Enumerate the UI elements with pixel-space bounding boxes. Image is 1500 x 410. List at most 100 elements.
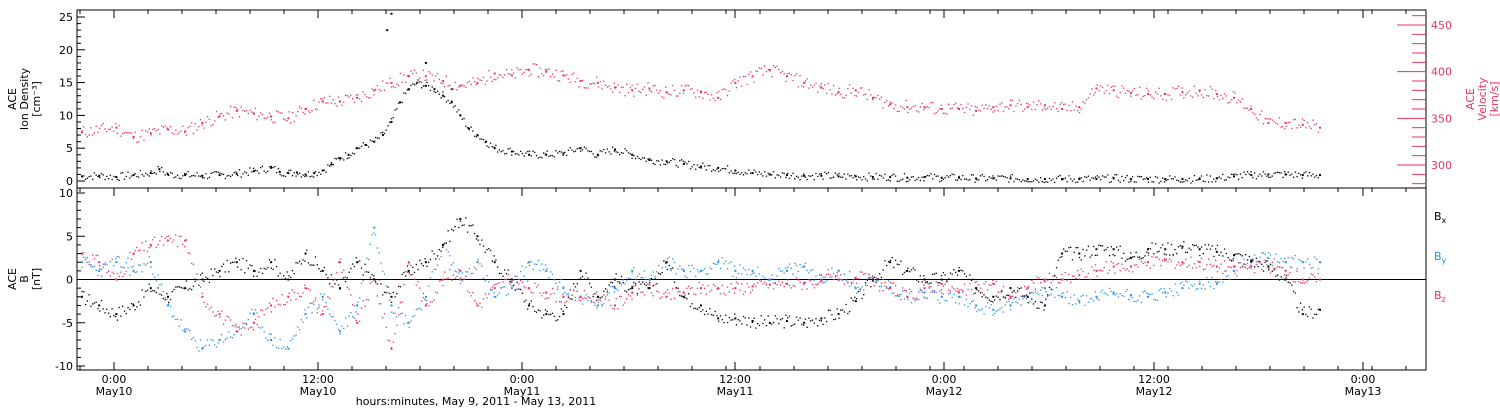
bx-point — [1301, 313, 1304, 316]
bz-sample — [843, 283, 845, 285]
bx-sample — [970, 279, 973, 282]
density-sample — [882, 177, 884, 179]
by-sample — [412, 316, 414, 318]
by-sample — [413, 314, 416, 317]
density-sample — [1156, 177, 1158, 179]
velocity-sample — [916, 110, 918, 112]
density-point — [158, 168, 161, 171]
bx-sample — [458, 226, 460, 229]
density-sample — [1016, 178, 1019, 180]
density-sample — [274, 166, 276, 168]
bx-sample — [1151, 242, 1153, 244]
density-sample — [495, 144, 497, 146]
bz-sample — [155, 246, 157, 249]
bx-sample — [1246, 259, 1249, 261]
by-sample — [330, 316, 333, 318]
by-sample — [645, 278, 647, 281]
density-sample — [631, 157, 633, 159]
bz-sample — [825, 274, 828, 276]
bx-point — [803, 321, 806, 324]
bz-sample — [790, 287, 792, 289]
velocity-sample — [502, 76, 504, 79]
bx-sample — [1282, 278, 1284, 281]
by-sample — [1151, 293, 1153, 295]
bx-sample — [834, 318, 837, 320]
bz-sample — [1276, 265, 1279, 268]
bx-sample — [498, 272, 501, 275]
velocity-sample — [1034, 108, 1036, 111]
bz-sample — [695, 293, 697, 296]
velocity-point — [1147, 93, 1150, 96]
velocity-sample — [249, 109, 251, 112]
bx-sample — [104, 312, 106, 314]
bx-sample — [353, 265, 356, 268]
by-sample — [903, 298, 906, 300]
velocity-sample — [829, 89, 831, 91]
bz-sample — [836, 275, 838, 277]
bx-sample — [1121, 257, 1123, 259]
by-sample — [214, 344, 216, 346]
velocity-sample — [716, 92, 718, 94]
density-sample — [555, 150, 557, 152]
bz-sample — [1011, 295, 1013, 297]
velocity-point — [1267, 122, 1270, 124]
by-sample — [1087, 301, 1090, 303]
bx-sample — [661, 271, 663, 274]
bx-point — [579, 269, 582, 272]
by-sample — [1261, 252, 1263, 254]
bx-sample — [185, 280, 188, 282]
velocity-sample — [1018, 99, 1021, 102]
velocity-sample — [735, 86, 738, 89]
bz-sample — [1009, 297, 1012, 299]
density-sample — [734, 172, 736, 174]
by-sample — [587, 299, 589, 302]
velocity-sample — [489, 76, 492, 78]
bx-sample — [1280, 276, 1282, 278]
bz-sample — [136, 246, 138, 249]
bx-sample — [581, 275, 584, 278]
bz-sample — [362, 300, 364, 302]
density-sample — [997, 175, 999, 177]
bx-sample — [251, 265, 253, 267]
by-sample — [468, 267, 471, 270]
legend: Bx By Bz — [1434, 210, 1447, 304]
density-sample — [596, 156, 598, 158]
bz-sample — [744, 291, 746, 293]
by-sample — [1179, 282, 1181, 285]
bz-sample — [550, 293, 552, 295]
bx-sample — [346, 277, 348, 279]
bz-sample — [254, 318, 257, 321]
by-sample — [900, 293, 902, 296]
velocity-sample — [919, 106, 922, 108]
bz-sample — [606, 294, 608, 296]
bx-sample — [1066, 250, 1068, 253]
by-sample — [969, 303, 971, 305]
bx-sample — [1271, 270, 1273, 272]
bz-sample — [146, 250, 149, 252]
velocity-sample — [652, 85, 654, 87]
velocity-sample — [100, 124, 103, 126]
by-sample — [254, 309, 257, 311]
density-sample — [1239, 173, 1242, 175]
velocity-sample — [990, 108, 992, 110]
bx-sample — [344, 280, 347, 283]
bz-sample — [1064, 272, 1067, 274]
bz-sample — [921, 291, 923, 293]
density-sample — [716, 168, 718, 170]
by-sample — [910, 301, 913, 304]
bx-sample — [675, 286, 677, 289]
bz-sample — [1167, 261, 1169, 263]
density-point — [1026, 178, 1029, 181]
bx-sample — [343, 277, 345, 279]
velocity-sample — [390, 86, 393, 88]
bx-point — [424, 261, 427, 264]
by-sample — [1039, 289, 1042, 291]
bx-sample — [831, 314, 833, 316]
bx-sample — [1250, 261, 1252, 263]
bx-sample — [1269, 263, 1272, 265]
density-sample — [1301, 177, 1304, 179]
bx-sample — [1124, 260, 1127, 262]
bz-sample — [422, 292, 425, 295]
density-sample — [900, 179, 902, 181]
density-sample — [990, 177, 992, 179]
